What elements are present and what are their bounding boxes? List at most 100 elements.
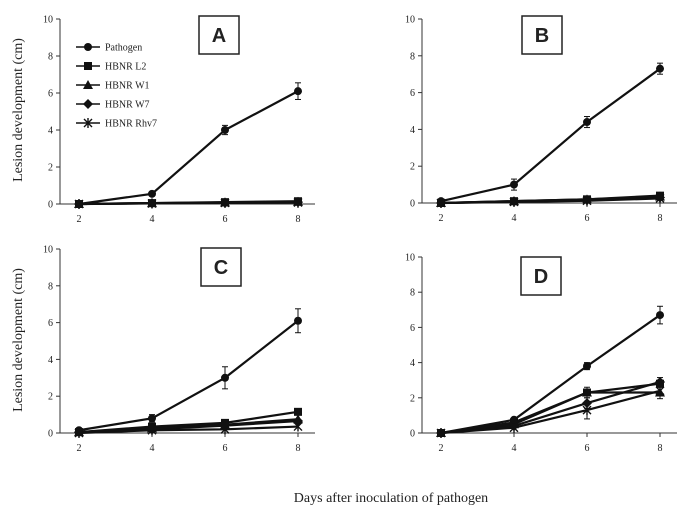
point-pathogen-a [294,87,302,96]
y-tick-label-d: 4 [410,358,415,369]
point-pathogen-b [510,180,518,189]
point-pathogen-a [75,200,83,208]
point-hbnr-w1-d [655,387,665,397]
legend-label-pathogen: Pathogen [105,43,142,54]
y-tick-label-d: 10 [405,253,415,264]
line-pathogen-a [78,90,299,206]
y-axis-label-c: Lesion development (cm) [11,268,26,412]
y-tick-label-a: 10 [43,15,53,26]
point-hbnr-l2-c [148,422,156,431]
x-tick-label-b: 2 [439,213,444,224]
y-tick-label-a: 6 [48,89,53,100]
x-tick-label-d: 8 [658,443,663,454]
line-pathogen-d [440,314,661,435]
y-tick-label-b: 6 [410,88,415,99]
panel-letter-b: B [535,25,549,47]
x-tick-label-d: 6 [585,443,590,454]
x-tick-label-c: 6 [223,443,228,454]
chart-panel-a: 0 2 4 6 8 10 2 4 6 8 Lesion development (cm) A Patho… [11,15,315,225]
point-hbnr-w7-d [582,398,592,409]
panel-letter-box-b [521,15,563,55]
point-hbnr-l2-a [221,198,229,207]
y-tick-label-d: 0 [410,429,415,440]
point-pathogen-c [221,373,229,382]
y-tick-label-b: 10 [405,15,415,26]
point-pathogen-b [583,118,591,127]
x-tick-label-d: 4 [512,443,517,454]
point-pathogen-d [583,362,591,371]
line-pathogen-b [440,67,661,203]
legend: Pathogen HBNR L2 HBNR W1 HBNR W7 HBNR Rhv7 [76,43,157,130]
legend-label-hbnr-l2: HBNR L2 [105,62,146,73]
y-tick-label-b: 4 [410,125,415,136]
point-pathogen-d [437,429,445,437]
point-pathogen-d [656,311,664,320]
legend-marker-hbnr-w7 [83,99,93,109]
panel-letter-box-d [520,256,562,296]
panel-letter-box-a [198,15,240,55]
x-tick-label-d: 2 [439,443,444,454]
line-hbnr-l2-d [440,382,661,435]
y-tick-label-b: 8 [410,51,415,62]
series-pathogen-c [75,308,302,435]
x-tick-label-b: 4 [512,213,517,224]
legend-marker-pathogen [84,43,92,51]
point-pathogen-a [148,189,156,198]
panel-letter-c: C [214,257,228,279]
chart-panel-c: 0 2 4 6 8 10 2 4 6 8 Lesion development (cm) C [11,245,315,454]
y-tick-label-d: 6 [410,323,415,334]
point-hbnr-l2-d [656,379,664,388]
y-tick-label-c: 10 [43,245,53,256]
point-pathogen-c [148,414,156,423]
legend-marker-hbnr-rhv7 [83,118,93,128]
x-tick-label-a: 8 [296,214,301,225]
legend-marker-hbnr-l2 [84,62,92,70]
y-axis-label-a: Lesion development (cm) [11,38,26,182]
point-hbnr-l2-b [583,195,591,204]
line-pathogen-c [78,319,299,432]
y-tick-label-c: 0 [48,429,53,440]
line-hbnr-l2-c [78,410,299,434]
point-hbnr-l2-b [656,191,664,200]
point-pathogen-a [221,126,229,134]
y-tick-label-a: 2 [48,163,53,174]
point-pathogen-c [294,316,302,325]
panel-letter-box-c [200,247,242,287]
panel-letter-d: D [534,266,548,288]
x-tick-label-b: 6 [585,213,590,224]
y-tick-label-c: 8 [48,281,53,292]
point-hbnr-l2-c [221,418,229,427]
line-hbnr-l2-b [440,194,661,205]
legend-label-hbnr-w7: HBNR W7 [105,100,150,111]
x-tick-label-b: 8 [658,213,663,224]
point-hbnr-l2-d [583,388,591,397]
y-tick-label-b: 0 [410,199,415,210]
series-pathogen-d [437,305,664,437]
x-tick-label-a: 6 [223,214,228,225]
y-tick-label-d: 2 [410,393,415,404]
y-tick-label-c: 4 [48,355,53,366]
series-pathogen-b [437,62,664,206]
x-tick-label-a: 2 [77,214,82,225]
shared-x-axis-label: Days after inoculation of pathogen [294,491,488,506]
series-pathogen-a [75,82,302,208]
point-hbnr-l2-a [294,197,302,206]
point-hbnr-w1-c [293,414,303,424]
point-pathogen-b [656,64,664,73]
x-tick-label-a: 4 [150,214,155,225]
panel-letter-a: A [212,25,226,47]
y-tick-label-d: 8 [410,288,415,299]
y-tick-label-c: 6 [48,318,53,329]
chart-panel-b: 0 2 4 6 8 10 2 4 6 8 B [405,15,677,224]
point-pathogen-d [510,415,518,424]
y-tick-label-a: 8 [48,52,53,63]
point-pathogen-c [75,426,83,435]
point-hbnr-l2-b [510,197,518,206]
y-tick-label-a: 4 [48,126,53,137]
line-hbnr-l2-a [78,200,299,206]
point-pathogen-b [437,197,445,206]
legend-label-hbnr-w1: HBNR W1 [105,81,150,92]
chart-panel-d: 0 2 4 6 8 10 2 4 6 8 D [405,253,677,454]
point-hbnr-l2-a [148,199,156,208]
